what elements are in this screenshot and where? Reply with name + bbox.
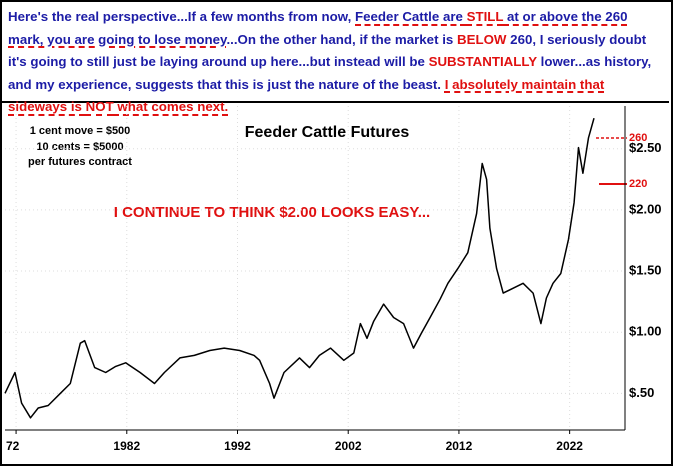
text: what comes next. [113, 99, 229, 114]
y-tick-label: $1.50 [629, 262, 662, 277]
note: 1 cent move = $500 [30, 125, 131, 137]
reference-label: 220 [629, 178, 647, 190]
text: I absolutely maintain that sideways is N… [8, 77, 604, 115]
emphasis: SUBSTANTIALLY [428, 54, 537, 69]
text: 260, I seriously doubt it's going to sti… [8, 31, 647, 70]
note: 10 cents = $5000 [36, 141, 123, 153]
x-tick-label: 1982 [113, 439, 140, 453]
text: Feeder Cattle are STILL at or above the … [8, 9, 627, 47]
x-tick-label: 72 [6, 439, 20, 453]
reference-label: 260 [629, 132, 647, 144]
text: Feeder Cattle are [355, 9, 467, 24]
text: lower...as history, and my experience, s… [8, 54, 652, 92]
x-tick-label: 2002 [335, 439, 362, 453]
y-tick-label: $2.50 [629, 140, 662, 155]
note: per futures contract [28, 156, 132, 168]
text: I absolutely maintain that sideways is [8, 76, 605, 115]
x-tick-label: 2012 [446, 439, 473, 453]
chart-title: Feeder Cattle Futures [245, 124, 410, 141]
y-tick-label: $1.00 [629, 324, 662, 339]
text: at or above the 260 mark, you are going … [8, 9, 628, 47]
emphasis: NOT [85, 99, 114, 114]
y-tick-label: $.50 [629, 385, 654, 400]
emphasis: BELOW [456, 31, 507, 47]
price-line [4, 117, 595, 419]
y-tick-label: $2.00 [629, 201, 662, 216]
x-tick-label: 1992 [224, 439, 251, 453]
commentary: Here's the real perspective...If a few m… [2, 2, 669, 114]
emphasis: STILL [466, 9, 504, 24]
text: Here's the real perspective...If a few m… [8, 9, 356, 24]
text: ...On the other hand, if the market is [226, 31, 457, 47]
x-tick-label: 2022 [556, 439, 583, 453]
annotation: I CONTINUE TO THINK $2.00 LOOKS EASY... [114, 204, 430, 221]
